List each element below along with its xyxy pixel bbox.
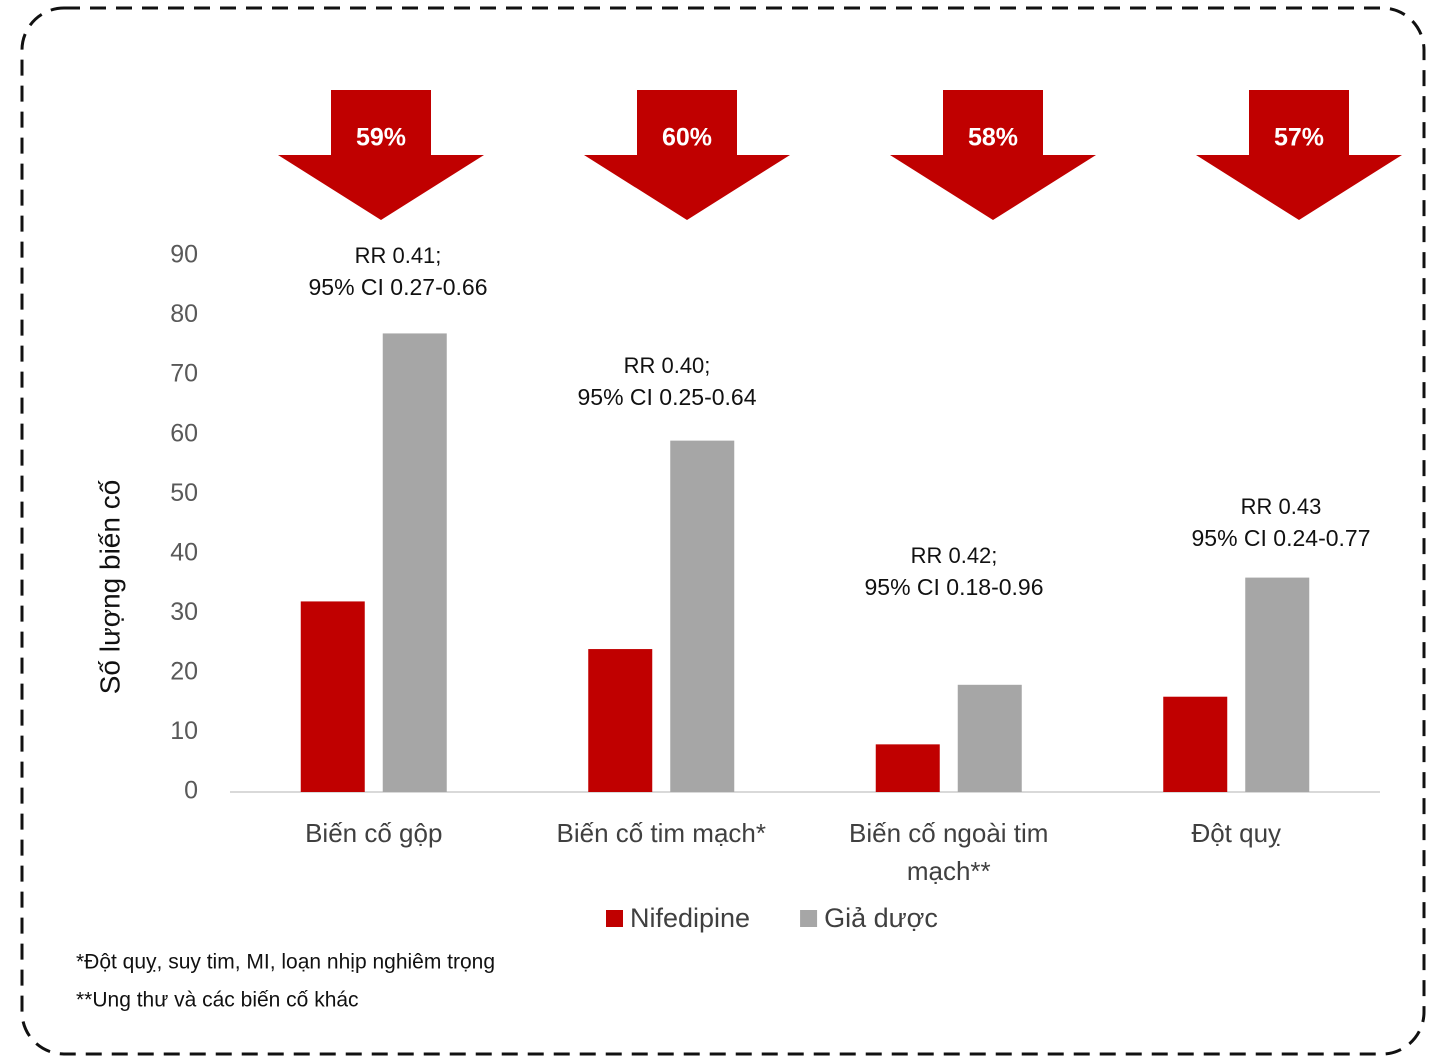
bar	[1245, 578, 1309, 792]
reduction-label: 57%	[1274, 124, 1324, 152]
bar	[588, 649, 652, 792]
y-tick-label: 10	[170, 717, 198, 745]
annotation: 95% CI 0.25-0.64	[577, 384, 756, 410]
y-tick-label: 30	[170, 598, 198, 626]
legend-label: Giả dược	[824, 903, 938, 933]
bar	[958, 685, 1022, 792]
bar	[383, 333, 447, 792]
annotation: RR 0.41;	[355, 243, 442, 268]
reduction-label: 60%	[662, 124, 712, 152]
annotation: 95% CI 0.27-0.66	[308, 274, 487, 300]
bar	[1163, 697, 1227, 792]
y-tick-label: 0	[184, 777, 198, 805]
footnote: *Đột quỵ, suy tim, MI, loạn nhịp nghiêm …	[76, 951, 495, 974]
bar	[670, 441, 734, 792]
chart: Số lượng biến cố 0 10 20 30 40 50 60 70 80 90 59% R…	[0, 0, 1434, 1063]
legend-swatch	[800, 910, 817, 927]
annotation: RR 0.40;	[624, 353, 711, 378]
x-tick-label: Biến cố ngoài tim mạch**	[809, 814, 1089, 890]
y-tick-label: 50	[170, 479, 198, 507]
reduction-label: 59%	[356, 124, 406, 152]
y-tick-label: 20	[170, 657, 198, 685]
x-tick-label: Đột quỵ	[1096, 814, 1376, 852]
annotation: 95% CI 0.18-0.96	[864, 574, 1043, 600]
y-tick-label: 40	[170, 538, 198, 566]
bar	[301, 601, 365, 792]
annotation: RR 0.42;	[911, 543, 998, 568]
footnote: **Ung thư và các biến cố khác	[76, 989, 359, 1012]
x-tick-label: Biến cố gộp	[234, 814, 514, 852]
annotation: 95% CI 0.24-0.77	[1191, 525, 1370, 551]
x-tick-label: Biến cố tim mạch*	[521, 814, 801, 852]
reduction-arrow	[584, 90, 790, 220]
y-tick-label: 80	[170, 300, 198, 328]
page: Số lượng biến cố 0 10 20 30 40 50 60 70 80 90 59% R…	[0, 0, 1434, 1063]
reduction-arrow	[890, 90, 1096, 220]
legend-label: Nifedipine	[630, 903, 750, 933]
y-tick-label: 90	[170, 241, 198, 269]
reduction-arrow	[278, 90, 484, 220]
legend-swatch	[606, 910, 623, 927]
y-axis-label: Số lượng biến cố	[94, 479, 125, 694]
annotation: RR 0.43	[1241, 494, 1322, 519]
reduction-arrow	[1196, 90, 1402, 220]
bar	[876, 744, 940, 792]
y-tick-label: 60	[170, 419, 198, 447]
reduction-label: 58%	[968, 124, 1018, 152]
y-tick-label: 70	[170, 360, 198, 388]
